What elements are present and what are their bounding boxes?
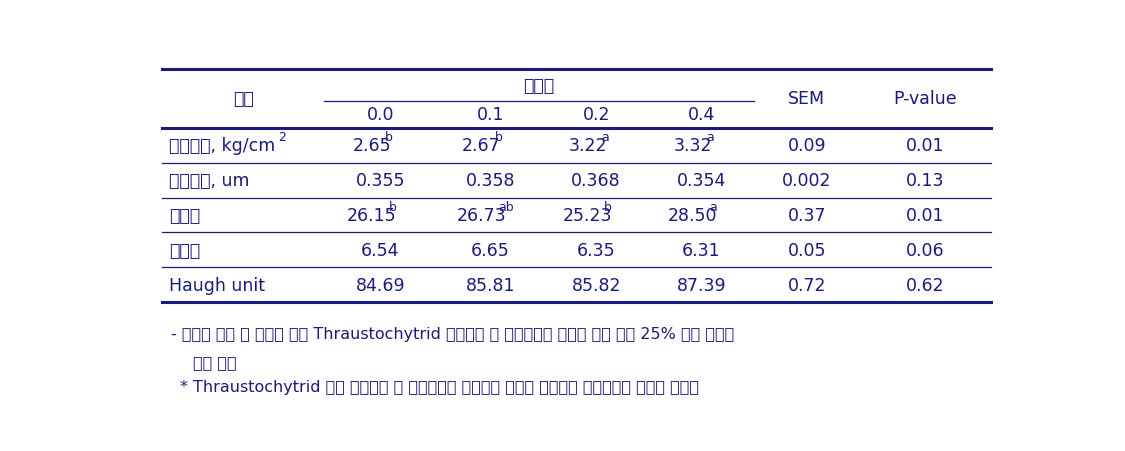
Text: 0.354: 0.354 <box>676 172 726 190</box>
Text: 6.35: 6.35 <box>577 241 615 259</box>
Text: 0.06: 0.06 <box>906 241 945 259</box>
Text: 0.62: 0.62 <box>906 276 945 294</box>
Text: 0.37: 0.37 <box>788 207 826 225</box>
Text: SEM: SEM <box>789 90 826 108</box>
Text: 2.67: 2.67 <box>462 137 501 155</box>
Text: 25.23: 25.23 <box>562 207 612 225</box>
Text: * Thraustochytrid 균주 첨가급여 시 난각강도는 유의적인 개선이 있었으나 두께에서는 차이가 없었음: * Thraustochytrid 균주 첨가급여 시 난각강도는 유의적인 개… <box>180 379 699 394</box>
Text: 0.09: 0.09 <box>788 137 826 155</box>
Text: 처리구: 처리구 <box>523 77 555 95</box>
Text: 28.50: 28.50 <box>668 207 718 225</box>
Text: P-value: P-value <box>893 90 957 108</box>
Text: 2: 2 <box>278 131 286 144</box>
Text: 0.355: 0.355 <box>356 172 405 190</box>
Text: ab: ab <box>498 200 514 213</box>
Text: 0.2: 0.2 <box>583 106 610 124</box>
Text: 0.05: 0.05 <box>788 241 826 259</box>
Text: 0.01: 0.01 <box>906 137 945 155</box>
Text: 85.82: 85.82 <box>572 276 621 294</box>
Text: b: b <box>385 131 393 144</box>
Text: - 산란계 사료 내 기능성 균주 Thraustochytrid 첨가급여 시 난각강도는 대조구 대비 최대 25% 이상 유의적: - 산란계 사료 내 기능성 균주 Thraustochytrid 첨가급여 시… <box>171 326 735 341</box>
Text: b: b <box>604 200 612 213</box>
Text: 항목: 항목 <box>233 90 253 108</box>
Text: 84.69: 84.69 <box>356 276 405 294</box>
Text: 3.32: 3.32 <box>673 137 712 155</box>
Text: 0.002: 0.002 <box>782 172 831 190</box>
Text: 2.65: 2.65 <box>352 137 392 155</box>
Text: a: a <box>706 131 713 144</box>
Text: 0.01: 0.01 <box>906 207 945 225</box>
Text: 난각색: 난각색 <box>170 207 200 225</box>
Text: 26.73: 26.73 <box>457 207 506 225</box>
Text: 0.1: 0.1 <box>477 106 504 124</box>
Text: 0.0: 0.0 <box>367 106 394 124</box>
Text: 6.65: 6.65 <box>471 241 510 259</box>
Text: 26.15: 26.15 <box>346 207 396 225</box>
Text: 난황색: 난황색 <box>170 241 200 259</box>
Text: 0.13: 0.13 <box>906 172 945 190</box>
Text: 0.72: 0.72 <box>788 276 826 294</box>
Text: 0.4: 0.4 <box>687 106 714 124</box>
Text: Haugh unit: Haugh unit <box>170 276 266 294</box>
Text: 0.358: 0.358 <box>466 172 515 190</box>
Text: 85.81: 85.81 <box>466 276 515 294</box>
Text: a: a <box>709 200 717 213</box>
Text: 난각강도, kg/cm: 난각강도, kg/cm <box>170 137 276 155</box>
Text: 난각두께, um: 난각두께, um <box>170 172 250 190</box>
Text: 으로 개선: 으로 개선 <box>193 354 236 369</box>
Text: b: b <box>388 200 396 213</box>
Text: 0.368: 0.368 <box>572 172 621 190</box>
Text: a: a <box>601 131 609 144</box>
Text: 3.22: 3.22 <box>568 137 606 155</box>
Text: 6.54: 6.54 <box>361 241 399 259</box>
Text: 6.31: 6.31 <box>682 241 720 259</box>
Text: b: b <box>495 131 503 144</box>
Text: 87.39: 87.39 <box>676 276 726 294</box>
